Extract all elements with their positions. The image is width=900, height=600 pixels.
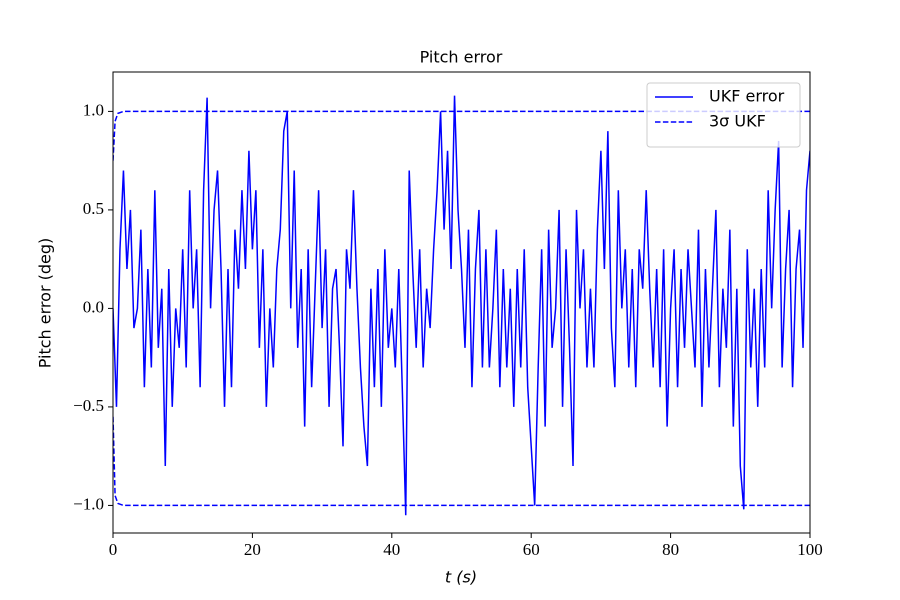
plot-frame <box>112 71 811 534</box>
legend-label: UKF error <box>709 87 785 106</box>
x-tick-label: 100 <box>797 540 823 559</box>
legend-label: 3σ UKF <box>709 112 766 131</box>
series-line <box>113 416 810 507</box>
chart-title: Pitch error <box>420 48 503 67</box>
x-tick-label: 60 <box>523 540 540 559</box>
legend-box <box>646 82 801 148</box>
x-tick-label: 40 <box>383 540 400 559</box>
series-line <box>113 95 810 516</box>
y-tick-label: −1.0 <box>73 494 104 513</box>
x-tick-label: 20 <box>244 540 261 559</box>
x-tick-label: 80 <box>662 540 679 559</box>
y-tick-label: 1.0 <box>83 100 104 119</box>
y-axis-label: Pitch error (deg) <box>36 238 55 369</box>
x-axis-label: t (s) <box>445 568 477 587</box>
y-tick-label: 0.0 <box>83 297 104 316</box>
x-tick-label: 0 <box>109 540 118 559</box>
y-tick-label: 0.5 <box>83 199 104 218</box>
y-tick-label: −0.5 <box>73 396 104 415</box>
plot-area <box>113 95 810 516</box>
